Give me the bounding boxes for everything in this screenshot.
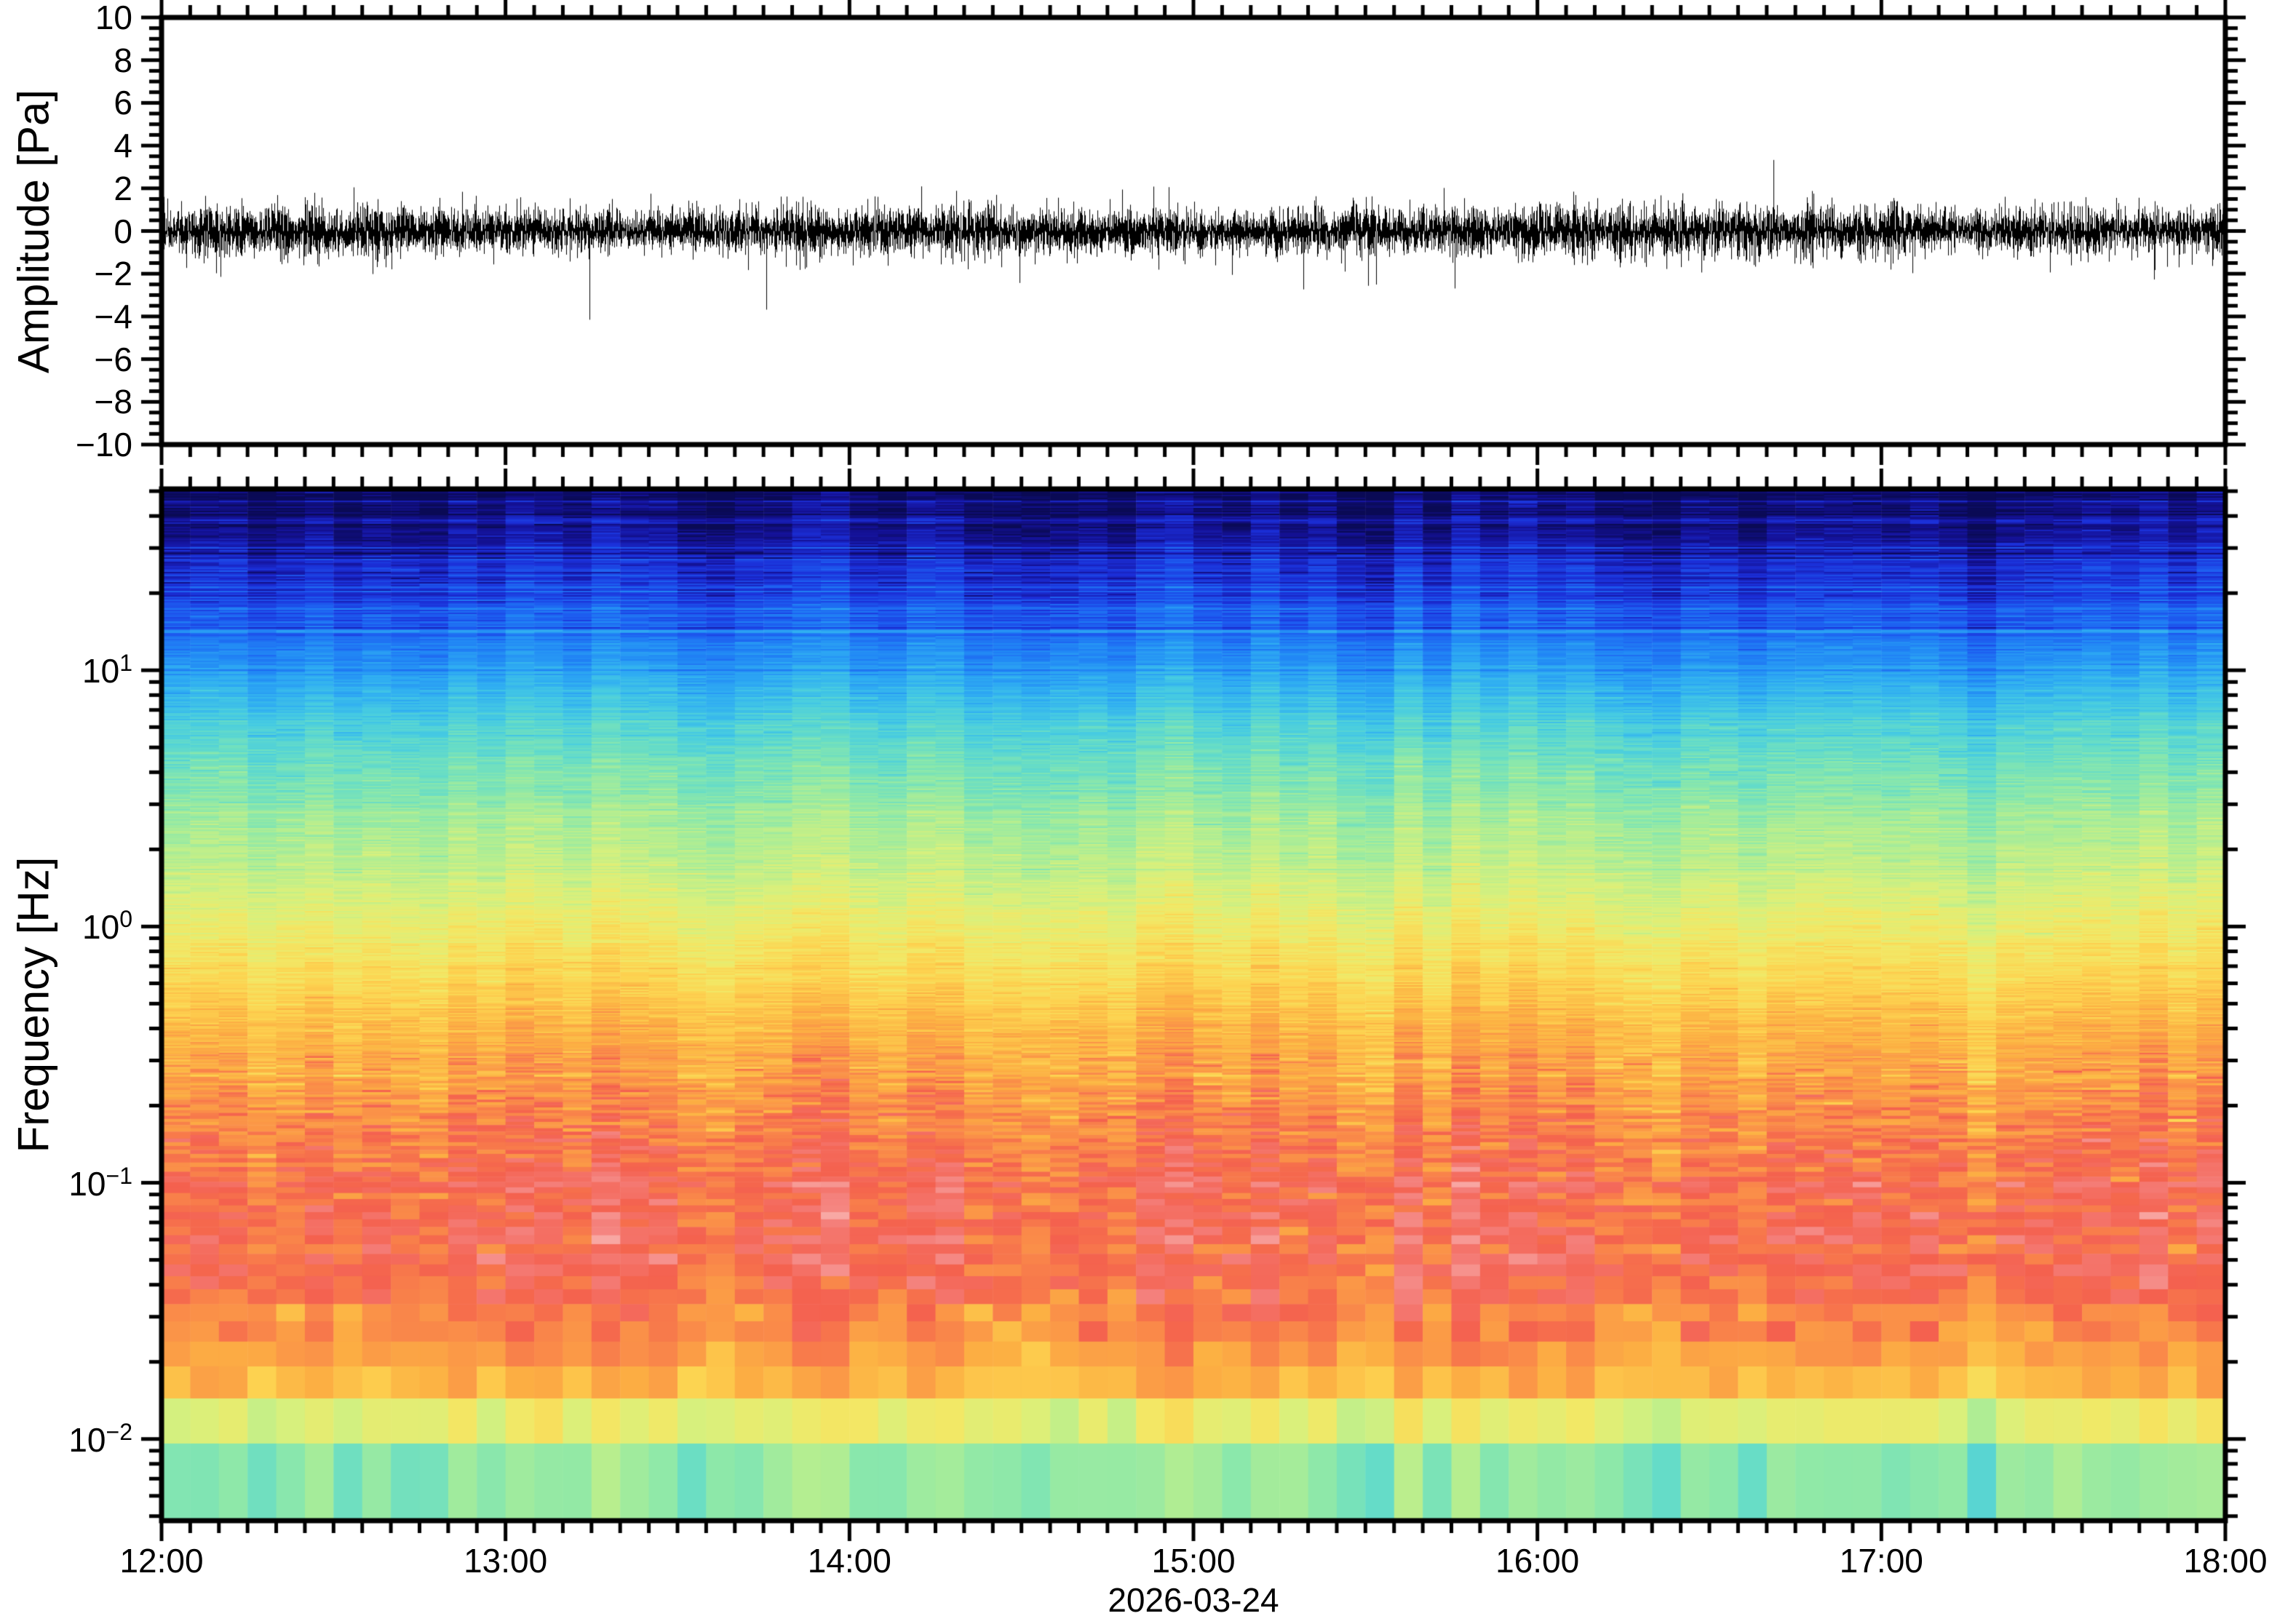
amplitude-tick-label: −8 [94,383,132,421]
frequency-tick-label: 100 [82,906,132,947]
frequency-tick-label: 101 [82,650,132,690]
amplitude-tick-label: 6 [114,84,132,122]
frequency-tick-label: 10−1 [68,1162,132,1203]
time-tick-label: 18:00 [2183,1542,2268,1580]
amplitude-tick-label: −10 [75,426,132,463]
amplitude-tick-label: −6 [94,340,132,378]
amplitude-tick-label: 4 [114,127,132,165]
time-tick-label: 16:00 [1495,1542,1580,1580]
amplitude-tick-label: 0 [114,212,132,250]
amplitude-tick-label: 2 [114,169,132,207]
amplitude-tick-label: 10 [95,0,132,36]
time-tick-label: 13:00 [464,1542,548,1580]
time-tick-label: 14:00 [807,1542,891,1580]
amplitude-tick-label: −4 [94,297,132,335]
spectrogram-y-axis-label: Frequency [Hz] [9,856,58,1153]
time-tick-label: 17:00 [1839,1542,1923,1580]
time-tick-label: 15:00 [1151,1542,1236,1580]
frequency-tick-label: 10−2 [68,1418,132,1459]
time-tick-label: 12:00 [119,1542,204,1580]
x-axis-date-label: 2026-03-24 [1108,1581,1279,1619]
amplitude-tick-label: −2 [94,255,132,293]
amplitude-tick-label: 8 [114,41,132,79]
